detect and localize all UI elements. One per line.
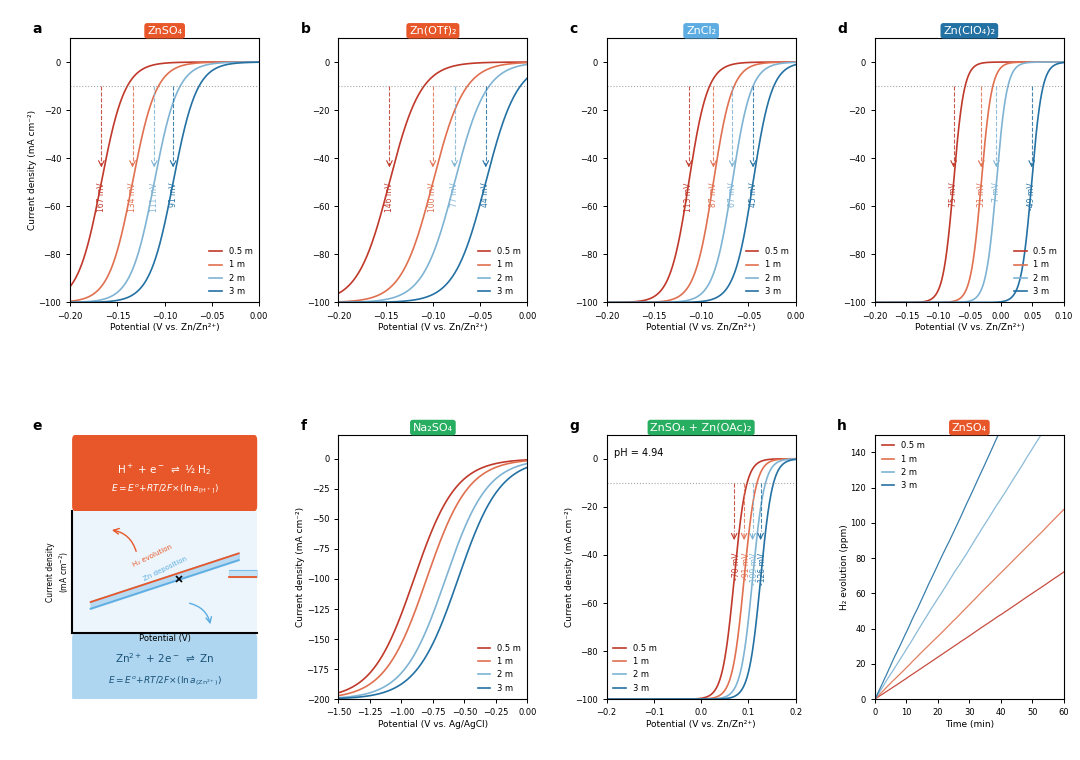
Title: ZnSO₄ + Zn(OAc)₂: ZnSO₄ + Zn(OAc)₂	[650, 423, 752, 432]
Text: g: g	[569, 419, 579, 433]
Text: 75 mV: 75 mV	[949, 182, 958, 207]
Legend: 0.5 m, 1 m, 2 m, 3 m: 0.5 m, 1 m, 2 m, 3 m	[475, 245, 523, 299]
Y-axis label: H₂ evolution (ppm): H₂ evolution (ppm)	[840, 524, 849, 610]
Legend: 0.5 m, 1 m, 2 m, 3 m: 0.5 m, 1 m, 2 m, 3 m	[1012, 245, 1059, 299]
Text: -109 mV: -109 mV	[751, 553, 759, 584]
Y-axis label: Current density (mA cm⁻²): Current density (mA cm⁻²)	[28, 110, 37, 230]
Text: 87 mV: 87 mV	[708, 182, 718, 207]
Text: pH = 4.94: pH = 4.94	[615, 448, 663, 458]
Text: a: a	[32, 22, 42, 36]
Text: d: d	[837, 22, 847, 36]
Text: $E = E^o\!+\!RT/2F\!\times\!(\ln a_{[\mathrm{H}^+]})$: $E = E^o\!+\!RT/2F\!\times\!(\ln a_{[\ma…	[111, 483, 218, 496]
Title: ZnSO₄: ZnSO₄	[951, 423, 987, 432]
Text: -126 mV: -126 mV	[758, 553, 768, 584]
X-axis label: Potential (V vs. Zn/Zn²⁺): Potential (V vs. Zn/Zn²⁺)	[646, 323, 756, 332]
Text: -49 mV: -49 mV	[1027, 182, 1036, 210]
Text: c: c	[569, 22, 577, 36]
Legend: 0.5 m, 1 m, 2 m, 3 m: 0.5 m, 1 m, 2 m, 3 m	[475, 641, 523, 695]
Text: e: e	[32, 419, 42, 433]
X-axis label: Potential (V vs. Ag/AgCl): Potential (V vs. Ag/AgCl)	[378, 720, 488, 729]
Text: 44 mV: 44 mV	[482, 182, 490, 207]
Text: 167 mV: 167 mV	[97, 182, 106, 212]
Title: ZnSO₄: ZnSO₄	[147, 26, 183, 36]
Title: Zn(ClO₄)₂: Zn(ClO₄)₂	[943, 26, 996, 36]
Text: f: f	[300, 419, 307, 433]
Text: H$^+$ + e$^-$ $\rightleftharpoons$ ½ H$_2$: H$^+$ + e$^-$ $\rightleftharpoons$ ½ H$_…	[118, 461, 212, 477]
Y-axis label: Current density (mA cm⁻²): Current density (mA cm⁻²)	[565, 507, 573, 627]
Legend: 0.5 m, 1 m, 2 m, 3 m: 0.5 m, 1 m, 2 m, 3 m	[879, 439, 927, 492]
Text: 45 mV: 45 mV	[748, 182, 757, 207]
Text: $E = E^o\!+\!RT/2F\!\times\!(\ln a_{(\mathrm{Zn}^{2+})})$: $E = E^o\!+\!RT/2F\!\times\!(\ln a_{(\ma…	[108, 674, 221, 688]
Text: -70 mV: -70 mV	[732, 553, 741, 580]
Title: ZnCl₂: ZnCl₂	[686, 26, 716, 36]
Text: 91 mV: 91 mV	[168, 182, 177, 207]
X-axis label: Potential (V vs. Zn/Zn²⁺): Potential (V vs. Zn/Zn²⁺)	[378, 323, 488, 332]
Legend: 0.5 m, 1 m, 2 m, 3 m: 0.5 m, 1 m, 2 m, 3 m	[743, 245, 792, 299]
FancyBboxPatch shape	[72, 435, 257, 511]
Text: 146 mV: 146 mV	[384, 182, 394, 212]
Text: 113 mV: 113 mV	[685, 182, 693, 211]
X-axis label: Potential (V vs. Zn/Zn²⁺): Potential (V vs. Zn/Zn²⁺)	[110, 323, 219, 332]
Text: 67 mV: 67 mV	[728, 182, 737, 207]
Title: Zn(OTf)₂: Zn(OTf)₂	[409, 26, 457, 36]
Legend: 0.5 m, 1 m, 2 m, 3 m: 0.5 m, 1 m, 2 m, 3 m	[207, 245, 255, 299]
X-axis label: Potential (V vs. Zn/Zn²⁺): Potential (V vs. Zn/Zn²⁺)	[915, 323, 1024, 332]
Text: 7 mV: 7 mV	[991, 182, 1001, 202]
Legend: 0.5 m, 1 m, 2 m, 3 m: 0.5 m, 1 m, 2 m, 3 m	[611, 641, 659, 695]
FancyBboxPatch shape	[72, 633, 257, 701]
Text: Zn$^{2+}$ + 2e$^-$ $\rightleftharpoons$ Zn: Zn$^{2+}$ + 2e$^-$ $\rightleftharpoons$ …	[114, 651, 214, 665]
X-axis label: Potential (V vs. Zn/Zn²⁺): Potential (V vs. Zn/Zn²⁺)	[646, 720, 756, 729]
X-axis label: Time (min): Time (min)	[945, 720, 994, 729]
Text: 134 mV: 134 mV	[129, 182, 137, 212]
Text: h: h	[837, 419, 847, 433]
Text: 77 mV: 77 mV	[450, 182, 459, 207]
Y-axis label: Current density (mA cm⁻²): Current density (mA cm⁻²)	[296, 507, 306, 627]
Text: b: b	[300, 22, 311, 36]
Text: -91 mV: -91 mV	[742, 553, 751, 580]
Text: 100 mV: 100 mV	[429, 182, 437, 212]
Title: Na₂SO₄: Na₂SO₄	[413, 423, 453, 432]
Text: 111 mV: 111 mV	[150, 182, 159, 211]
Text: 31 mV: 31 mV	[976, 182, 986, 207]
